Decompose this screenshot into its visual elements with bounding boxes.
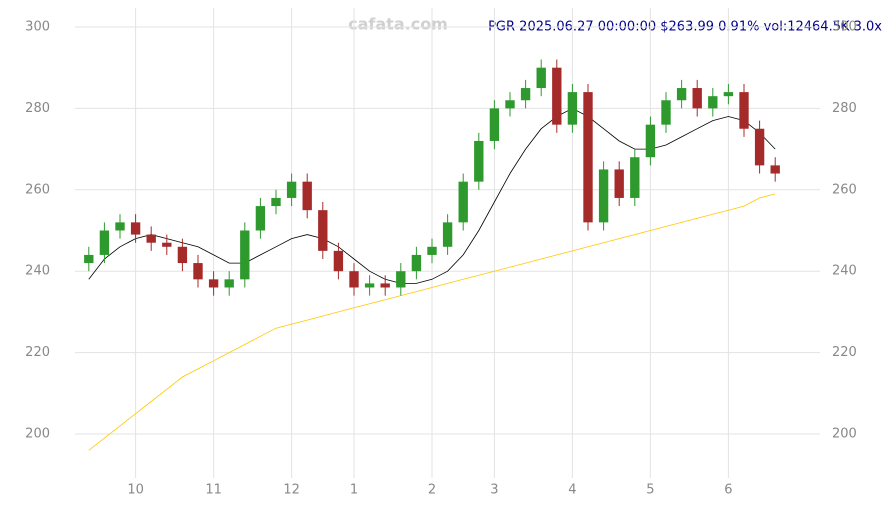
x-tick-label: 10 — [127, 483, 144, 498]
candle-body — [676, 88, 687, 101]
candle-body — [645, 124, 656, 158]
candle-body — [380, 283, 390, 288]
y-tick-label: 260 — [25, 182, 50, 197]
y-tick-label-right: 200 — [832, 427, 857, 442]
candle-body — [84, 254, 94, 264]
candle-body — [442, 222, 453, 247]
candle-body — [333, 250, 344, 272]
candle-body — [692, 88, 702, 109]
moving-average — [88, 107, 776, 284]
candle-body — [208, 279, 219, 288]
y-tick-label-right: 280 — [832, 101, 857, 116]
y-tick-label-right: 220 — [832, 345, 857, 360]
candle-body — [708, 96, 718, 109]
x-tick-label: 4 — [568, 483, 576, 498]
candle-body — [240, 230, 250, 280]
x-tick-label: 1 — [350, 483, 358, 498]
x-tick-label: 3 — [490, 483, 498, 498]
candle-body — [536, 67, 546, 89]
y-tick-label: 300 — [25, 19, 50, 34]
watermark: cafata.com — [348, 15, 448, 34]
candle-body — [770, 165, 780, 174]
candle-body — [598, 169, 609, 223]
y-tick-label-right: 300 — [832, 19, 857, 34]
candle-body — [224, 279, 234, 288]
y-tick-label: 240 — [25, 264, 50, 279]
candle-body — [552, 67, 562, 125]
candle-body — [723, 92, 734, 97]
candle-body — [567, 92, 578, 125]
y-tick-label-right: 240 — [832, 264, 857, 279]
candle-body — [99, 230, 110, 255]
candle-body — [349, 271, 359, 288]
candle-body — [286, 181, 297, 198]
candle-body — [146, 234, 156, 243]
candle-body — [754, 128, 765, 166]
y-tick-label: 200 — [25, 427, 50, 442]
candle-body — [427, 246, 437, 255]
candle-body — [162, 242, 172, 247]
candle-body — [739, 92, 749, 129]
candle-body — [630, 157, 640, 198]
candle-body — [302, 181, 312, 211]
candle-body — [193, 263, 203, 280]
candle-body — [614, 169, 624, 198]
candle-body — [474, 140, 484, 182]
x-tick-label: 2 — [428, 483, 436, 498]
candle-body — [489, 108, 500, 141]
candle-body — [255, 206, 266, 231]
moving-average — [88, 193, 776, 451]
candle-body — [396, 271, 406, 288]
candle-body — [520, 88, 531, 101]
candle-body — [364, 283, 375, 288]
x-tick-label: 5 — [646, 483, 654, 498]
candle-body — [505, 100, 515, 109]
candle-body — [130, 222, 141, 235]
y-tick-label: 280 — [25, 101, 50, 116]
candle-body — [177, 246, 188, 264]
candle-body — [271, 197, 281, 207]
candle-body — [583, 92, 593, 223]
x-tick-label: 6 — [724, 483, 732, 498]
x-tick-label: 11 — [205, 483, 222, 498]
x-tick-label: 12 — [283, 483, 300, 498]
candle-body — [411, 254, 422, 272]
candle-body — [318, 210, 328, 251]
y-tick-label-right: 260 — [832, 182, 857, 197]
candle-body — [458, 181, 468, 223]
candle-body — [115, 222, 125, 231]
y-tick-label: 220 — [25, 345, 50, 360]
candle-body — [661, 100, 671, 125]
